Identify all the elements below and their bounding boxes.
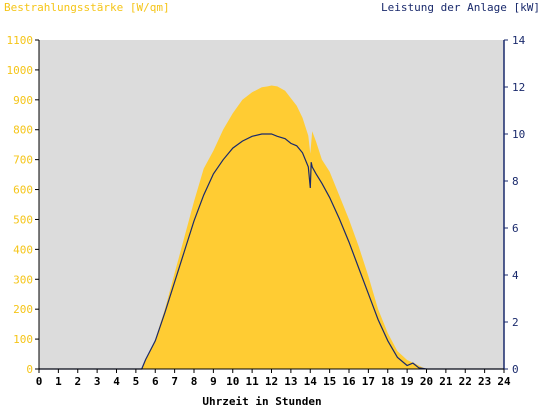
right-axis-title: Leistung der Anlage [kW] <box>381 1 540 14</box>
x-tick-label: 22 <box>459 375 472 388</box>
x-tick-label: 14 <box>304 375 318 388</box>
x-tick-label: 20 <box>420 375 433 388</box>
left-tick-label: 600 <box>13 184 33 197</box>
x-tick-label: 24 <box>497 375 511 388</box>
x-tick-label: 23 <box>478 375 491 388</box>
left-axis-title: Bestrahlungsstärke [W/qm] <box>4 1 170 14</box>
left-tick-label: 500 <box>13 213 33 226</box>
right-tick-label: 8 <box>512 175 519 188</box>
left-tick-label: 0 <box>26 363 33 376</box>
left-tick-label: 400 <box>13 243 33 256</box>
x-tick-label: 7 <box>171 375 178 388</box>
left-tick-label: 200 <box>13 303 33 316</box>
x-tick-label: 4 <box>113 375 120 388</box>
x-tick-label: 3 <box>94 375 101 388</box>
x-tick-label: 1 <box>55 375 62 388</box>
x-axis-title: Uhrzeit in Stunden <box>202 395 321 408</box>
right-tick-label: 2 <box>512 316 519 329</box>
x-tick-label: 16 <box>342 375 356 388</box>
x-tick-label: 10 <box>226 375 239 388</box>
x-tick-label: 8 <box>191 375 198 388</box>
left-tick-label: 1000 <box>7 64 34 77</box>
irradiance-area <box>39 85 504 369</box>
x-tick-label: 12 <box>265 375 278 388</box>
x-tick-label: 13 <box>284 375 297 388</box>
left-tick-label: 300 <box>13 273 33 286</box>
left-tick-label: 700 <box>13 154 33 167</box>
x-tick-label: 19 <box>401 375 414 388</box>
left-tick-label: 800 <box>13 124 33 137</box>
left-tick-label: 900 <box>13 94 33 107</box>
x-tick-label: 6 <box>152 375 159 388</box>
x-tick-label: 0 <box>36 375 43 388</box>
left-tick-label: 1100 <box>7 34 34 47</box>
x-tick-label: 15 <box>323 375 336 388</box>
right-tick-label: 14 <box>512 34 526 47</box>
x-tick-label: 21 <box>439 375 453 388</box>
right-tick-label: 4 <box>512 269 519 282</box>
x-tick-label: 9 <box>210 375 217 388</box>
right-tick-label: 10 <box>512 128 525 141</box>
x-tick-label: 5 <box>133 375 140 388</box>
x-tick-label: 17 <box>362 375 375 388</box>
right-tick-label: 6 <box>512 222 519 235</box>
power-line <box>39 133 504 370</box>
x-tick-label: 2 <box>74 375 81 388</box>
right-tick-label: 12 <box>512 81 525 94</box>
right-tick-label: 0 <box>512 363 519 376</box>
x-tick-label: 18 <box>381 375 394 388</box>
left-tick-label: 100 <box>13 333 33 346</box>
x-tick-label: 11 <box>246 375 260 388</box>
